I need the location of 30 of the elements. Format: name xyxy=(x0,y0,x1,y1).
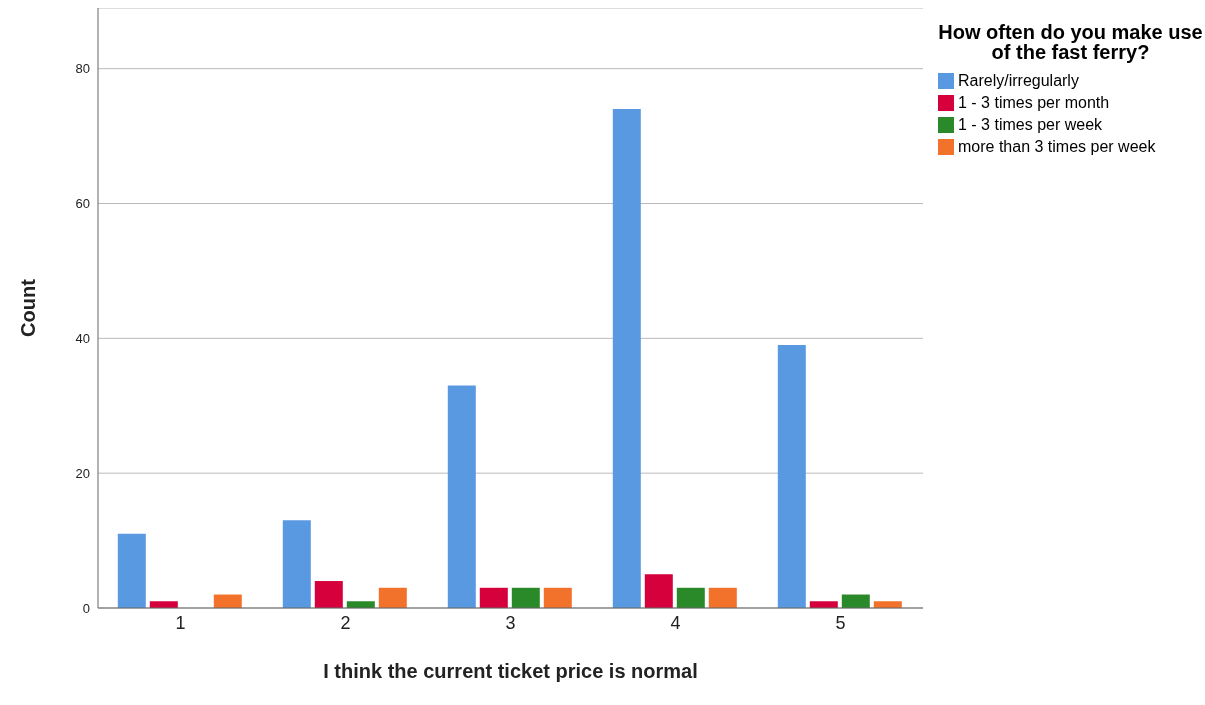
y-tick-label: 20 xyxy=(75,465,90,481)
legend-label: 1 - 3 times per month xyxy=(958,93,1110,113)
y-tick-label: 40 xyxy=(75,330,90,346)
legend-label: 1 - 3 times per week xyxy=(958,115,1103,135)
x-tick-label: 4 xyxy=(670,612,681,633)
bar xyxy=(543,587,572,608)
y-tick-label: 0 xyxy=(82,600,90,616)
bar xyxy=(282,520,311,608)
bar xyxy=(117,533,146,608)
bar xyxy=(378,587,407,608)
bar xyxy=(708,587,737,608)
y-tick-label: 60 xyxy=(75,196,90,212)
bar xyxy=(511,587,540,608)
y-axis-title: Count xyxy=(17,278,40,337)
bar xyxy=(314,581,343,608)
bar xyxy=(612,109,641,608)
bar xyxy=(447,385,476,608)
legend-label: more than 3 times per week xyxy=(958,137,1156,157)
bar xyxy=(777,345,806,608)
legend-title: How often do you make use of the fast ferry? xyxy=(938,21,1203,63)
y-tick-label: 80 xyxy=(75,61,90,77)
bar xyxy=(479,587,508,608)
x-axis-title: I think the current ticket price is normal xyxy=(323,660,698,682)
x-tick-label: 5 xyxy=(835,612,846,633)
legend-label: Rarely/irregularly xyxy=(958,71,1079,91)
x-tick-label: 1 xyxy=(175,612,186,633)
x-tick-label: 2 xyxy=(340,612,351,633)
bar xyxy=(644,574,673,608)
x-tick-label: 3 xyxy=(505,612,516,633)
bar xyxy=(676,587,705,608)
